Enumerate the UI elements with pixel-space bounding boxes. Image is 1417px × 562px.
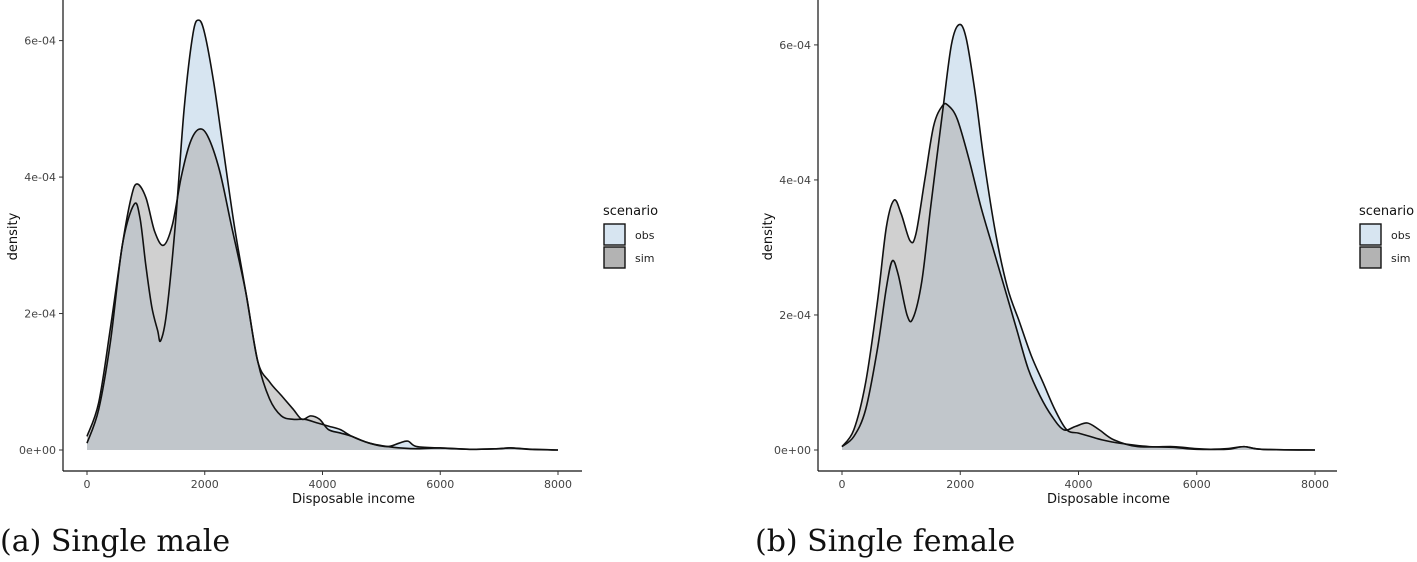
density-area-sim	[87, 128, 558, 450]
density-chart-single-male: 0 2000 4000 6000 8000 0e+00 2e-04 4e-04 6e-04 Dis…	[6, 0, 658, 507]
caption-single-female: (b) Single female	[755, 524, 1016, 559]
legend-title: scenario	[603, 204, 658, 219]
x-tick-label: 2000	[946, 478, 974, 491]
legend-label-obs: obs	[635, 229, 655, 242]
legend-label-sim: sim	[635, 252, 655, 265]
y-tick-label: 2e-04	[779, 309, 811, 322]
x-tick-label: 0	[84, 478, 91, 491]
y-axis-title: density	[6, 212, 21, 260]
x-axis-title: Disposable income	[1047, 492, 1170, 507]
density-line-sim	[86, 128, 559, 451]
density-areas	[86, 19, 559, 451]
x-tick-label: 4000	[1065, 478, 1093, 491]
y-tick-label: 0e+00	[774, 444, 811, 457]
y-tick-label: 4e-04	[779, 174, 811, 187]
panel-single-male: 0 2000 4000 6000 8000 0e+00 2e-04 4e-04 6e-04 Dis…	[0, 0, 700, 562]
y-axis-title: density	[761, 212, 776, 260]
legend-key-sim	[603, 246, 626, 269]
panel-single-female: 0 2000 4000 6000 8000 0e+00 2e-04 4e-04 6e-04 Dis…	[755, 0, 1417, 562]
density-area-sim	[842, 103, 1315, 450]
legend-label-obs: obs	[1391, 229, 1411, 242]
x-tick-label: 4000	[309, 478, 337, 491]
x-tick-label: 8000	[544, 478, 572, 491]
y-tick-label: 6e-04	[779, 39, 811, 52]
legend: scenario obs sim	[603, 204, 658, 269]
x-tick-label: 8000	[1301, 478, 1329, 491]
x-tick-label: 6000	[1183, 478, 1211, 491]
density-areas	[841, 23, 1316, 451]
y-tick-label: 2e-04	[24, 308, 56, 321]
x-axis-title: Disposable income	[292, 492, 415, 507]
legend-key-sim	[1359, 246, 1382, 269]
legend-key-obs	[1359, 223, 1382, 246]
y-tick-label: 6e-04	[24, 35, 56, 48]
x-tick-label: 2000	[191, 478, 219, 491]
legend: scenario obs sim	[1359, 204, 1414, 269]
y-tick-label: 0e+00	[19, 444, 56, 457]
x-tick-label: 0	[839, 478, 846, 491]
density-chart-single-female: 0 2000 4000 6000 8000 0e+00 2e-04 4e-04 6e-04 Dis…	[761, 0, 1414, 507]
legend-label-sim: sim	[1391, 252, 1411, 265]
y-tick-label: 4e-04	[24, 171, 56, 184]
density-line-sim	[841, 102, 1316, 451]
legend-key-obs	[603, 223, 626, 246]
legend-title: scenario	[1359, 204, 1414, 219]
x-tick-label: 6000	[426, 478, 454, 491]
caption-single-male: (a) Single male	[0, 524, 231, 559]
